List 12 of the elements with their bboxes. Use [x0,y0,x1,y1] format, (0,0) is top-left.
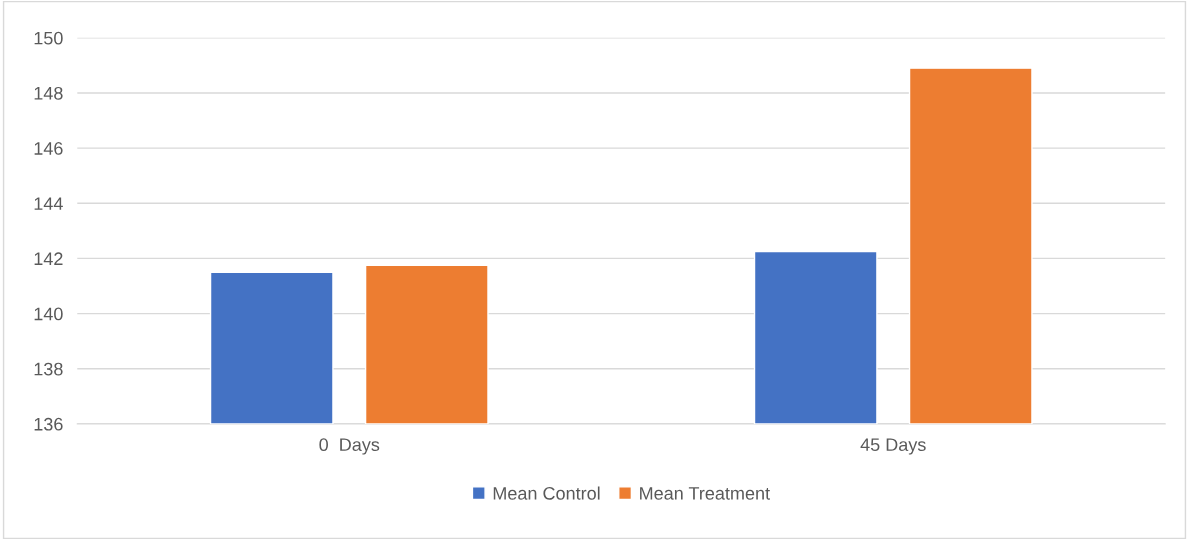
legend-label: Mean Treatment [640,487,770,500]
y-tick-label: 144 [34,197,63,210]
legend-label: Mean Control [493,486,600,500]
x-tick-label: 45 Days [860,438,926,455]
y-tick-label: 136 [34,417,63,431]
y-tick-label: 148 [34,86,63,100]
y-tick-label: 142 [34,252,63,265]
y-tick-label: 150 [34,31,63,45]
x-tick-label: 0 Days [319,438,380,455]
y-tick-label: 140 [34,307,63,321]
y-tick-label: 138 [34,362,63,376]
y-tick-label: 146 [34,142,63,155]
